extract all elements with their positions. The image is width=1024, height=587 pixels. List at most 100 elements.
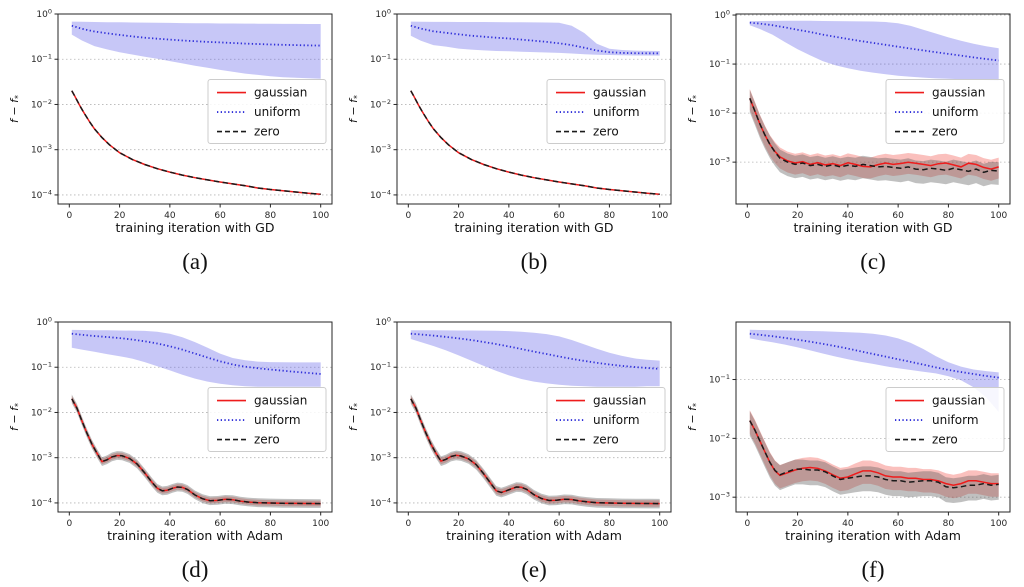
y-axis-label: f − f* xyxy=(347,95,362,123)
legend-label-zero: zero xyxy=(593,433,619,447)
band-uniform xyxy=(749,20,999,81)
legend-box xyxy=(885,79,1005,145)
figure-row-gd: 100 10−1 10−2 10−3 10−4 0 20 40 60 80 100 training … xyxy=(6,4,1018,274)
legend-label-uniform: uniform xyxy=(593,105,640,119)
legend-label-gaussian: gaussian xyxy=(254,86,307,100)
legend-box xyxy=(546,387,666,453)
x-axis-label: training iteration with GD xyxy=(116,220,275,235)
plot-f-canvas: 10−1 10−2 10−3 0 20 40 60 80 100 training iterati… xyxy=(686,321,1011,543)
y-tick-label: 10−4 xyxy=(370,188,391,201)
legend-label-gaussian: gaussian xyxy=(932,86,985,100)
y-axis-label: f − f* xyxy=(686,95,701,123)
x-tick-label: 0 xyxy=(744,519,750,529)
y-tick-label: 10−1 xyxy=(709,373,730,386)
x-tick-label: 20 xyxy=(114,211,126,221)
y-tick-label: 10−3 xyxy=(709,491,730,504)
y-tick-label: 100 xyxy=(375,316,391,329)
y-tick-label: 10−2 xyxy=(370,98,391,111)
y-tick-label: 10−3 xyxy=(31,143,52,156)
x-axis-label: training iteration with Adam xyxy=(446,528,622,543)
legend-label-uniform: uniform xyxy=(254,413,301,427)
band-zero xyxy=(410,394,660,509)
x-tick-label: 0 xyxy=(66,519,72,529)
x-tick-label: 100 xyxy=(312,211,329,221)
series-uniform-line xyxy=(71,24,321,47)
band-uniform xyxy=(410,21,660,56)
legend-label-uniform: uniform xyxy=(593,413,640,427)
y-axis-label: f − f* xyxy=(8,403,23,431)
x-tick-label: 100 xyxy=(312,519,329,529)
x-tick-label: 60 xyxy=(214,211,226,221)
plot-border xyxy=(735,321,1011,513)
x-tick-label: 100 xyxy=(651,519,668,529)
x-tick-label: 0 xyxy=(405,211,411,221)
x-tick-label: 80 xyxy=(265,519,277,529)
y-tick-label: 10−1 xyxy=(709,58,730,71)
y-tick-label: 10−4 xyxy=(31,496,52,509)
y-tick-label: 10−3 xyxy=(709,156,730,169)
plot-border xyxy=(57,321,333,513)
x-tick-label: 40 xyxy=(503,211,515,221)
band-uniform xyxy=(71,21,321,79)
band-gaussian xyxy=(749,410,999,499)
y-tick-label: 10−1 xyxy=(370,53,391,66)
y-tick-label: 10−2 xyxy=(31,98,52,111)
legend-label-uniform: uniform xyxy=(254,105,301,119)
x-tick-label: 20 xyxy=(792,211,804,221)
figure-row-adam: 100 10−1 10−2 10−3 10−4 0 20 40 60 80 100 training … xyxy=(6,312,1018,582)
legend-label-uniform: uniform xyxy=(932,105,979,119)
subplot-e: 100 10−1 10−2 10−3 10−4 0 20 40 60 80 100 training … xyxy=(345,312,679,582)
y-tick-label: 10−3 xyxy=(370,451,391,464)
band-gaussian xyxy=(749,89,999,181)
plot-e-canvas: 100 10−1 10−2 10−3 10−4 0 20 40 60 80 100 training … xyxy=(347,316,672,543)
x-axis-label: training iteration with GD xyxy=(794,220,953,235)
x-tick-label: 80 xyxy=(604,211,616,221)
x-tick-label: 20 xyxy=(453,211,465,221)
band-uniform xyxy=(749,329,999,412)
y-tick-label: 10−3 xyxy=(31,451,52,464)
y-tick-label: 10−1 xyxy=(31,361,52,374)
y-tick-label: 10−1 xyxy=(370,361,391,374)
caption-f: (f) xyxy=(861,557,885,582)
caption-a: (a) xyxy=(182,249,208,274)
plot-border xyxy=(57,13,333,205)
y-tick-label: 100 xyxy=(36,316,52,329)
plot-border xyxy=(735,13,1011,205)
legend-label-zero: zero xyxy=(593,125,619,139)
y-tick-label: 10−2 xyxy=(31,406,52,419)
x-tick-label: 80 xyxy=(265,211,277,221)
y-tick-label: 10−4 xyxy=(370,496,391,509)
series-zero-line xyxy=(410,398,660,505)
x-tick-label: 40 xyxy=(842,519,854,529)
y-tick-label: 10−2 xyxy=(370,406,391,419)
y-tick-label: 10−1 xyxy=(31,53,52,66)
x-tick-label: 40 xyxy=(164,211,176,221)
band-uniform xyxy=(410,330,660,387)
legend-label-zero: zero xyxy=(254,125,280,139)
subplot-b: 100 10−1 10−2 10−3 10−4 0 20 40 60 80 100 training … xyxy=(345,4,679,274)
y-tick-label: 100 xyxy=(36,8,52,21)
legend-label-uniform: uniform xyxy=(932,413,979,427)
legend-box xyxy=(207,387,327,453)
x-axis-label: training iteration with Adam xyxy=(107,528,283,543)
x-tick-label: 80 xyxy=(943,519,955,529)
series-zero-line xyxy=(749,98,999,174)
series-zero-line xyxy=(71,398,321,505)
x-tick-label: 0 xyxy=(744,211,750,221)
x-tick-label: 0 xyxy=(66,211,72,221)
legend-box xyxy=(207,79,327,145)
subplot-a: 100 10−1 10−2 10−3 10−4 0 20 40 60 80 100 training … xyxy=(6,4,340,274)
plot-a-canvas: 100 10−1 10−2 10−3 10−4 0 20 40 60 80 100 training … xyxy=(8,8,333,235)
legend-box xyxy=(546,79,666,145)
x-tick-label: 80 xyxy=(604,519,616,529)
y-tick-label: 10−4 xyxy=(31,188,52,201)
plot-d-canvas: 100 10−1 10−2 10−3 10−4 0 20 40 60 80 100 training … xyxy=(8,316,333,543)
series-zero-line xyxy=(410,90,660,196)
series-gaussian-line xyxy=(749,98,999,170)
caption-e: (e) xyxy=(521,557,547,582)
y-tick-label: 100 xyxy=(375,8,391,21)
x-tick-label: 40 xyxy=(503,519,515,529)
legend-label-gaussian: gaussian xyxy=(593,86,646,100)
y-tick-label: 100 xyxy=(714,9,730,22)
